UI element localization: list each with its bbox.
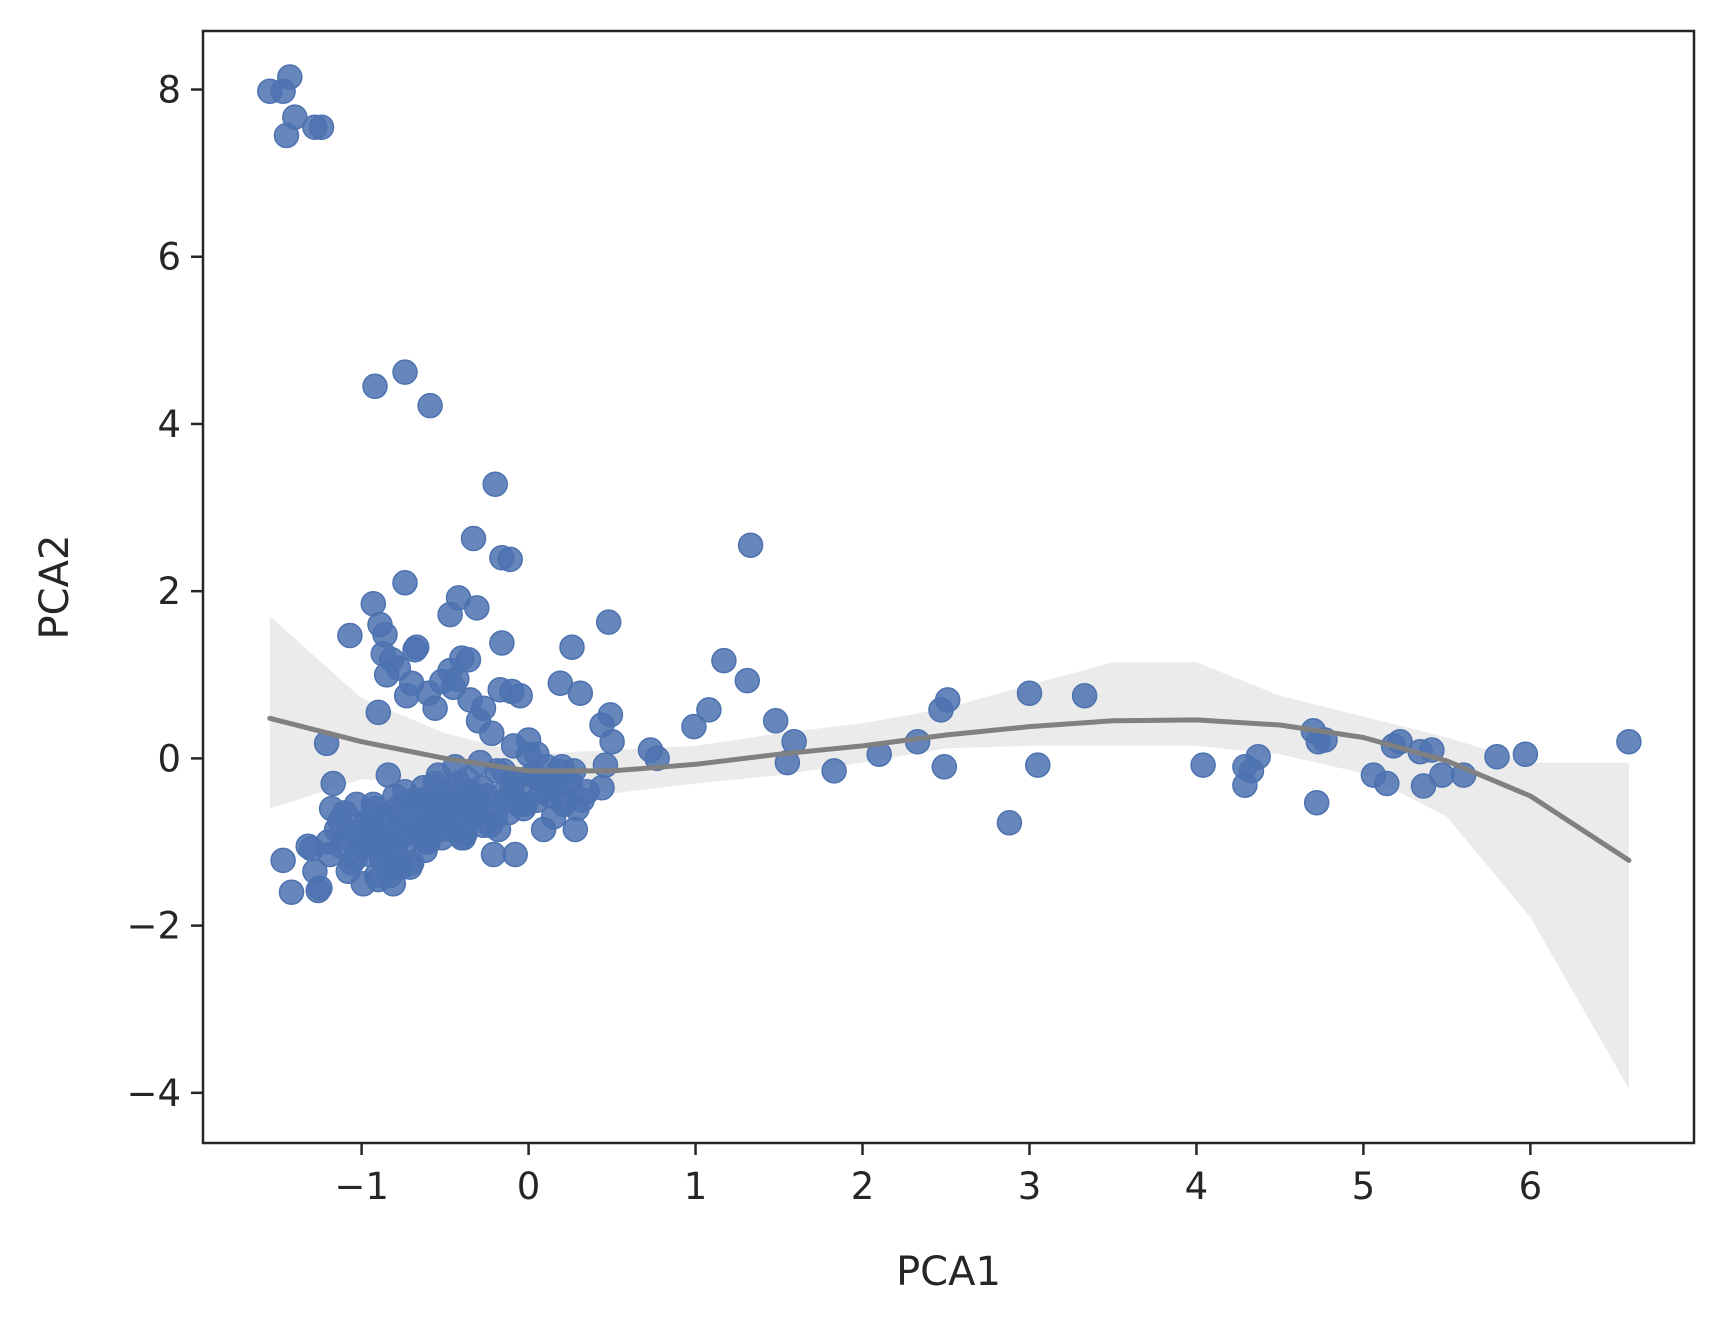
y-tick-label: 6 xyxy=(157,236,181,279)
y-tick-label: −2 xyxy=(126,905,181,948)
data-point xyxy=(402,636,428,663)
data-point xyxy=(362,373,388,400)
data-point xyxy=(592,752,619,778)
data-point xyxy=(1512,741,1539,767)
points-layer xyxy=(257,64,1642,905)
data-point xyxy=(412,837,438,864)
data-point xyxy=(597,702,624,728)
data-point xyxy=(1429,762,1455,788)
data-point xyxy=(480,841,507,868)
data-point xyxy=(365,699,392,726)
fit-line-layer xyxy=(267,715,1632,863)
data-point xyxy=(1245,743,1271,770)
fit-line xyxy=(267,715,1632,863)
x-tick-label: 2 xyxy=(851,1165,875,1208)
data-point xyxy=(681,713,707,740)
data-point xyxy=(696,697,722,723)
data-point xyxy=(382,783,408,809)
y-tick-label: 8 xyxy=(157,69,181,112)
data-point xyxy=(422,695,448,721)
data-point xyxy=(510,795,537,822)
x-axis-label: PCA1 xyxy=(896,1249,1001,1295)
data-point xyxy=(574,779,600,805)
data-point xyxy=(497,546,523,573)
data-point xyxy=(482,471,508,497)
data-point xyxy=(1616,728,1642,755)
data-point xyxy=(931,754,958,780)
data-point xyxy=(378,854,405,880)
data-point xyxy=(273,122,300,149)
data-point xyxy=(437,601,463,628)
data-point xyxy=(295,833,321,859)
data-point xyxy=(1303,789,1330,816)
y-axis-label: PCA2 xyxy=(32,535,78,640)
data-point xyxy=(337,622,363,649)
data-point xyxy=(1016,680,1043,706)
data-point xyxy=(464,595,490,621)
data-point xyxy=(417,392,443,419)
x-tick-label: 1 xyxy=(684,1165,708,1208)
x-tick-label: 4 xyxy=(1185,1165,1209,1208)
y-tick-label: −4 xyxy=(126,1072,181,1115)
data-point xyxy=(996,810,1023,836)
data-point xyxy=(1071,682,1098,709)
data-point xyxy=(277,64,303,90)
x-axis-ticks: −1 0 1 2 3 4 5 6 xyxy=(334,1143,1542,1208)
data-point xyxy=(552,787,579,813)
data-point xyxy=(502,841,528,868)
data-point xyxy=(342,845,368,872)
data-point xyxy=(821,758,847,784)
data-point xyxy=(734,667,761,694)
y-tick-label: 2 xyxy=(157,570,181,613)
data-point xyxy=(479,720,505,747)
data-point xyxy=(444,666,470,692)
data-point xyxy=(737,532,764,558)
data-point xyxy=(362,795,388,822)
x-tick-label: 3 xyxy=(1018,1165,1042,1208)
data-point xyxy=(302,858,328,885)
data-point xyxy=(317,841,343,868)
data-point xyxy=(507,682,533,709)
data-point xyxy=(469,774,495,801)
confidence-band-layer xyxy=(269,616,1629,1089)
x-tick-label: −1 xyxy=(334,1165,389,1208)
data-point xyxy=(1484,743,1510,770)
data-point xyxy=(308,114,335,140)
x-tick-label: 5 xyxy=(1352,1165,1376,1208)
data-point xyxy=(460,525,487,552)
data-point xyxy=(422,770,448,797)
data-point xyxy=(470,695,497,721)
data-point xyxy=(599,728,625,755)
x-tick-label: 0 xyxy=(517,1165,541,1208)
data-point xyxy=(1374,770,1400,797)
plot-frame xyxy=(201,29,1696,1145)
data-point xyxy=(477,812,503,839)
data-point xyxy=(489,630,515,656)
data-point xyxy=(595,609,622,635)
data-point xyxy=(278,879,305,905)
y-tick-label: 0 xyxy=(157,737,181,780)
data-point xyxy=(1190,752,1216,778)
data-point xyxy=(270,847,296,874)
data-point xyxy=(774,749,801,776)
data-point xyxy=(547,670,574,696)
y-axis-ticks: −4 −2 0 2 4 6 8 xyxy=(126,69,203,1115)
data-point xyxy=(320,770,346,797)
data-point xyxy=(934,687,961,713)
x-tick-label: 6 xyxy=(1519,1165,1543,1208)
data-point xyxy=(567,680,594,706)
data-point xyxy=(762,708,789,734)
data-point xyxy=(392,570,418,596)
data-point xyxy=(450,825,477,851)
data-point xyxy=(1025,752,1051,778)
data-point xyxy=(559,634,585,660)
data-point xyxy=(392,359,418,385)
y-tick-label: 4 xyxy=(157,403,181,446)
data-point xyxy=(711,647,737,674)
confidence-band xyxy=(269,616,1629,1089)
